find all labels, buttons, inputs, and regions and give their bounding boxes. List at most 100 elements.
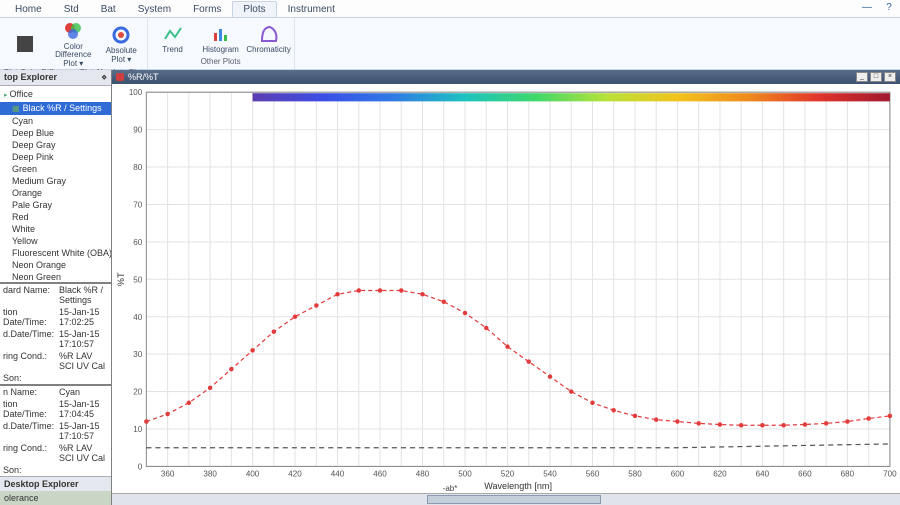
explorer-title-bar: top Explorer ⋄ — [0, 70, 111, 86]
ribbon-histogram[interactable]: Histogram — [200, 23, 242, 54]
info-row: d.Date/Time:15-Jan-15 17:10:57 — [0, 420, 111, 442]
svg-text:20: 20 — [133, 388, 142, 397]
svg-text:640: 640 — [756, 470, 770, 479]
under-axis-label: -ab* — [0, 484, 900, 493]
tree-item[interactable]: Neon Orange — [0, 259, 111, 271]
svg-text:90: 90 — [133, 126, 142, 135]
explorer-panel: top Explorer ⋄ OfficeBlack %R / Settings… — [0, 70, 112, 505]
explorer-tree: OfficeBlack %R / SettingsCyanDeep BlueDe… — [0, 86, 111, 282]
svg-text:30: 30 — [133, 350, 142, 359]
tree-item[interactable]: Orange — [0, 187, 111, 199]
help-icon[interactable]: ? — [882, 0, 896, 14]
svg-text:520: 520 — [501, 470, 515, 479]
svg-text:700: 700 — [883, 470, 897, 479]
svg-text:10: 10 — [133, 425, 142, 434]
tab-forms[interactable]: Forms — [182, 1, 232, 17]
svg-text:60: 60 — [133, 238, 142, 247]
svg-text:620: 620 — [713, 470, 727, 479]
window-controls: — ? — [860, 0, 896, 14]
standard-info: dard Name:Black %R / Settingstion Date/T… — [0, 282, 111, 384]
info-row: n Name:Cyan — [0, 386, 111, 398]
svg-text:360: 360 — [161, 470, 175, 479]
chromaticity-icon — [258, 23, 280, 45]
info-row: ring Cond.:%R LAV SCI UV Cal — [0, 442, 111, 464]
chart-max-icon[interactable]: □ — [870, 72, 882, 82]
svg-text:660: 660 — [798, 470, 812, 479]
tree-item[interactable]: White — [0, 223, 111, 235]
tree-item[interactable]: Deep Blue — [0, 127, 111, 139]
chart-window-titlebar: %R/%T _ □ × — [112, 70, 900, 84]
h-scrollbar[interactable] — [112, 493, 900, 505]
chart-close-icon[interactable]: × — [884, 72, 896, 82]
chart-title: %R/%T — [128, 72, 159, 82]
info-row: Son: — [0, 372, 111, 384]
svg-text:540: 540 — [543, 470, 557, 479]
svg-text:0: 0 — [138, 462, 143, 471]
trend-icon — [162, 23, 184, 45]
tree-item[interactable]: Neon Green — [0, 271, 111, 282]
ribbon: ColorDifference Plot ▾AbsolutePlot ▾Plot… — [0, 18, 900, 70]
svg-text:600: 600 — [671, 470, 685, 479]
histogram-icon — [210, 23, 232, 45]
tree-item[interactable]: Pale Gray — [0, 199, 111, 211]
svg-text:70: 70 — [133, 200, 142, 209]
tree-item[interactable]: Fluorescent White (OBA) — [0, 247, 111, 259]
svg-text:40: 40 — [133, 313, 142, 322]
ribbon-color-diff-plot[interactable]: ColorDifference Plot ▾ — [52, 20, 94, 68]
tree-item[interactable]: Deep Gray — [0, 139, 111, 151]
chart-icon — [116, 73, 124, 81]
ribbon-group-label: Other Plots — [201, 57, 241, 69]
tree-item[interactable]: Green — [0, 163, 111, 175]
tree-item[interactable]: Deep Pink — [0, 151, 111, 163]
info-row: ring Cond.:%R LAV SCI UV Cal — [0, 350, 111, 372]
info-row: dard Name:Black %R / Settings — [0, 284, 111, 306]
info-row: d.Date/Time:15-Jan-15 17:10:57 — [0, 328, 111, 350]
svg-text:560: 560 — [586, 470, 600, 479]
chart-pane: %R/%T _ □ × 0 10 20 30 40 50 60 70 80 90 100 360 380… — [112, 70, 900, 505]
tree-item[interactable]: Office — [0, 88, 111, 102]
minimize-icon[interactable]: — — [860, 0, 874, 14]
info-row: tion Date/Time:15-Jan-15 17:04:45 — [0, 398, 111, 420]
svg-text:420: 420 — [288, 470, 302, 479]
h-scrollbar-thumb[interactable] — [427, 495, 600, 504]
explorer-title: top Explorer — [4, 72, 57, 83]
ribbon-chromaticity[interactable]: Chromaticity — [248, 23, 290, 54]
plot-area: 0 10 20 30 40 50 60 70 80 90 100 360 380 400 420 440 460… — [112, 84, 900, 493]
tree-item[interactable]: Cyan — [0, 115, 111, 127]
tab-system[interactable]: System — [127, 1, 182, 17]
sample-info: n Name:Cyantion Date/Time:15-Jan-15 17:0… — [0, 384, 111, 476]
svg-text:500: 500 — [458, 470, 472, 479]
svg-text:80: 80 — [133, 163, 142, 172]
svg-text:400: 400 — [246, 470, 260, 479]
tree-item[interactable]: Yellow — [0, 235, 111, 247]
tolerance-row[interactable]: olerance — [0, 491, 111, 505]
color-diff-plot-icon — [62, 20, 84, 42]
tab-instrument[interactable]: Instrument — [277, 1, 346, 17]
tab-std[interactable]: Std — [53, 1, 90, 17]
svg-text:50: 50 — [133, 275, 142, 284]
svg-text:480: 480 — [416, 470, 430, 479]
explorer-pin-icon[interactable]: ⋄ — [101, 72, 107, 83]
info-row: tion Date/Time:15-Jan-15 17:02:25 — [0, 306, 111, 328]
ribbon-absolute-plot[interactable]: AbsolutePlot ▾ — [100, 24, 142, 64]
svg-text:460: 460 — [373, 470, 387, 479]
svg-text:100: 100 — [129, 88, 143, 97]
tree-item[interactable]: Black %R / Settings — [0, 102, 111, 115]
main-area: top Explorer ⋄ OfficeBlack %R / Settings… — [0, 70, 900, 505]
info-row: Son: — [0, 464, 111, 476]
svg-text:580: 580 — [628, 470, 642, 479]
tab-home[interactable]: Home — [4, 1, 53, 17]
absolute-plot-icon — [110, 24, 132, 46]
plot-icon — [14, 33, 36, 55]
svg-text:440: 440 — [331, 470, 345, 479]
ribbon-trend[interactable]: Trend — [152, 23, 194, 54]
ribbon-plot[interactable] — [4, 33, 46, 56]
tab-bat[interactable]: Bat — [90, 1, 127, 17]
tab-plots[interactable]: Plots — [232, 1, 276, 17]
svg-text:380: 380 — [203, 470, 217, 479]
svg-text:%T: %T — [116, 272, 126, 286]
tree-item[interactable]: Medium Gray — [0, 175, 111, 187]
tab-bar: HomeStdBatSystemFormsPlotsInstrument — [0, 0, 900, 18]
chart-min-icon[interactable]: _ — [856, 72, 868, 82]
tree-item[interactable]: Red — [0, 211, 111, 223]
